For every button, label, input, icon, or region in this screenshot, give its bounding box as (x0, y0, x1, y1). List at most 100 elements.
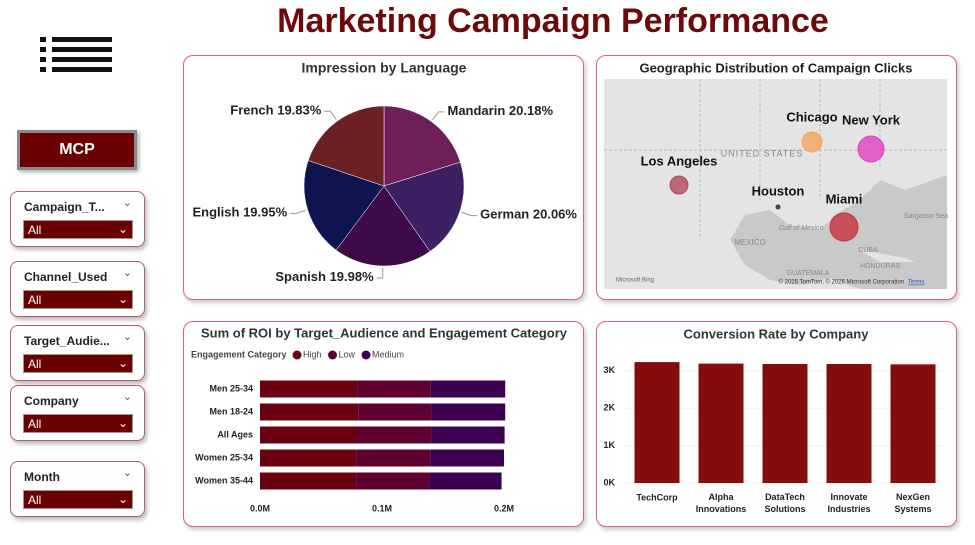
y-tick-label: 1K (603, 440, 615, 450)
logo-button[interactable]: MCP (17, 130, 137, 170)
filter-value: All (28, 493, 42, 507)
filter-dropdown[interactable]: All ⌄ (23, 290, 133, 309)
map-place: Gulf of Mexico (779, 225, 824, 232)
bar-segment (431, 403, 506, 421)
map: UNITED STATES MEXICO Gulf of Mexico CUBA… (604, 60, 948, 289)
slice-category: German (480, 207, 529, 222)
slice-category: Spanish (275, 269, 326, 284)
filter-dropdown[interactable]: All ⌄ (23, 220, 133, 239)
leader-line (432, 111, 445, 121)
x-tick-line: Industries (827, 504, 870, 514)
x-tick-line: Innovate (830, 492, 867, 502)
y-tick-label: Men 18-24 (209, 406, 253, 416)
chart-title: Geographic Distribution of Campaign Clic… (639, 60, 912, 75)
bar-segment (260, 380, 358, 398)
filter-value: All (28, 223, 42, 237)
bar-segment (430, 449, 504, 467)
city-bubble (857, 135, 885, 163)
x-tick-line: Systems (894, 504, 931, 514)
legend-label: Low (339, 349, 356, 359)
filter-card: Target_Audie... ⌄ All ⌄ (10, 325, 145, 381)
filter-card: Month ⌄ All ⌄ (10, 461, 145, 517)
bar (890, 364, 936, 483)
x-tick-label: 0.0M (250, 503, 270, 513)
slice-value: 19.95% (243, 205, 288, 220)
bar (762, 363, 808, 483)
map-place: HONDURAS (860, 263, 900, 270)
pie-slice (383, 105, 461, 187)
filter-dropdown[interactable]: All ⌄ (23, 490, 133, 509)
bar-segment (430, 380, 506, 398)
slice-label: Mandarin 20.18% (447, 103, 553, 118)
city-bubble (801, 131, 823, 153)
filter-value: All (28, 417, 42, 431)
pie-slice (335, 185, 431, 267)
page-title: Marketing Campaign Performance (277, 2, 829, 40)
menu-icon[interactable] (40, 37, 112, 73)
filter-dropdown[interactable]: All ⌄ (23, 354, 133, 373)
legend-marker (292, 350, 302, 360)
filter-card: Campaign_T... ⌄ All ⌄ (10, 191, 145, 247)
x-tick-label: Innovate Industries (827, 492, 870, 514)
filter-value: All (28, 293, 42, 307)
legend-marker (328, 350, 338, 360)
slice-label: German 20.06% (480, 207, 577, 222)
leader-line (290, 209, 306, 214)
panel (183, 321, 584, 527)
slice-value: 19.98% (330, 269, 375, 284)
filter-dropdown[interactable]: All ⌄ (23, 414, 133, 433)
city-label: Miami (826, 191, 863, 206)
slice-label: English 19.95% (192, 205, 287, 220)
x-tick-line: DataTech (765, 492, 805, 502)
map-place: CUBA (858, 247, 878, 254)
map-terms[interactable]: Terms (908, 280, 924, 286)
city-bubble (829, 212, 859, 242)
map-attribution: © 2025 TomTom, © 2025 Microsoft Corporat… (779, 279, 904, 286)
city-label: New York (842, 112, 901, 127)
pie-slice (307, 105, 385, 187)
bar-segment (260, 449, 357, 467)
bar-segment (358, 403, 432, 421)
x-tick-label: DataTech Solutions (765, 492, 806, 514)
x-tick-line: Alpha (708, 492, 734, 502)
x-tick-label: 0.1M (372, 503, 392, 513)
bar-segment (357, 380, 431, 398)
map-brand: Microsoft Bing (616, 278, 654, 284)
city-bubble (775, 204, 781, 210)
bar-segment (356, 472, 430, 490)
x-tick-label: NexGen Systems (894, 492, 931, 514)
filter-label: Channel_Used (24, 270, 108, 284)
legend-marker (361, 350, 371, 360)
bar (698, 363, 744, 483)
city-label: Houston (752, 183, 805, 198)
x-tick-line: NexGen (896, 492, 930, 502)
filter-card: Channel_Used ⌄ All ⌄ (10, 261, 145, 317)
legend-label: Medium (372, 349, 404, 359)
slice-category: Mandarin (447, 103, 505, 118)
city-bubble (669, 175, 689, 195)
map-place: Sargasso Sea (904, 213, 948, 220)
chart-title: Impression by Language (302, 60, 467, 76)
map-place: MEXICO (734, 238, 766, 247)
y-tick-label: Women 25-34 (195, 452, 253, 462)
bar-segment (260, 472, 357, 490)
slice-label: French 19.83% (230, 103, 322, 118)
x-tick-label: Alpha Innovations (696, 492, 747, 514)
slice-value: 20.06% (533, 207, 578, 222)
pie-slice (303, 160, 385, 251)
city-label: Chicago (786, 109, 837, 124)
bar-segment (429, 472, 502, 490)
bar (826, 363, 872, 483)
x-tick-label: TechCorp (636, 492, 678, 502)
x-tick-label: 0.2M (494, 503, 514, 513)
bar (634, 362, 680, 483)
y-tick-label: All Ages (217, 429, 253, 439)
y-tick-label: 2K (603, 403, 615, 413)
map-place: GUATEMALA (787, 270, 830, 277)
bar-segment (260, 426, 357, 444)
pie-slice (383, 161, 465, 252)
x-tick-line: Solutions (765, 504, 806, 514)
bar-segment (431, 426, 505, 444)
leader-line (324, 110, 337, 120)
